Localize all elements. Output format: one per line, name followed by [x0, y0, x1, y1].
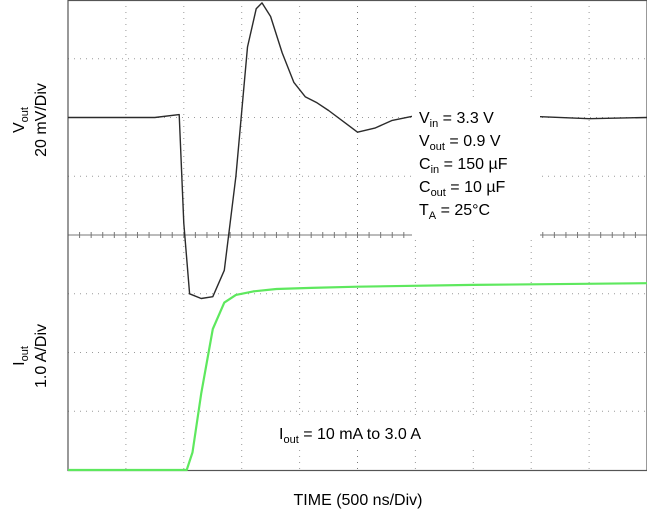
- condition-line: TA = 25°C: [419, 202, 490, 222]
- grid: [67, 0, 647, 472]
- vout-axis-scale: 20 mV/Div: [33, 83, 50, 157]
- iout-annotation-rest: = 10 mA to 3.0 A: [299, 426, 422, 443]
- condition-line: Cout = 10 µF: [419, 179, 506, 199]
- scope-frame: [67, 0, 647, 472]
- condition-line: Cin = 150 µF: [419, 156, 508, 176]
- traces: [68, 2, 647, 472]
- iout-annotation-symbol: I: [279, 426, 283, 443]
- current-step-annotation: Iout = 10 mA to 3.0 A: [272, 418, 488, 448]
- condition-line: Vin = 3.3 V: [419, 110, 494, 130]
- x-axis-label: TIME (500 ns/Div): [294, 492, 423, 509]
- svg-text:Iout = 10 mA to 3.0 A: Iout = 10 mA to 3.0 A: [279, 426, 421, 446]
- iout-trace: [68, 282, 647, 472]
- conditions-box: Vin = 3.3 V Vout = 0.9 V Cin = 150 µF Cout …: [412, 100, 540, 238]
- vout-trace: [68, 2, 647, 300]
- iout-annotation-sub: out: [283, 434, 298, 446]
- iout-axis-scale: 1.0 A/Div: [33, 324, 50, 388]
- vout-axis-label: Vout: [11, 107, 31, 133]
- iout-axis-label: Iout: [11, 346, 31, 366]
- condition-line: Vout = 0.9 V: [419, 133, 501, 153]
